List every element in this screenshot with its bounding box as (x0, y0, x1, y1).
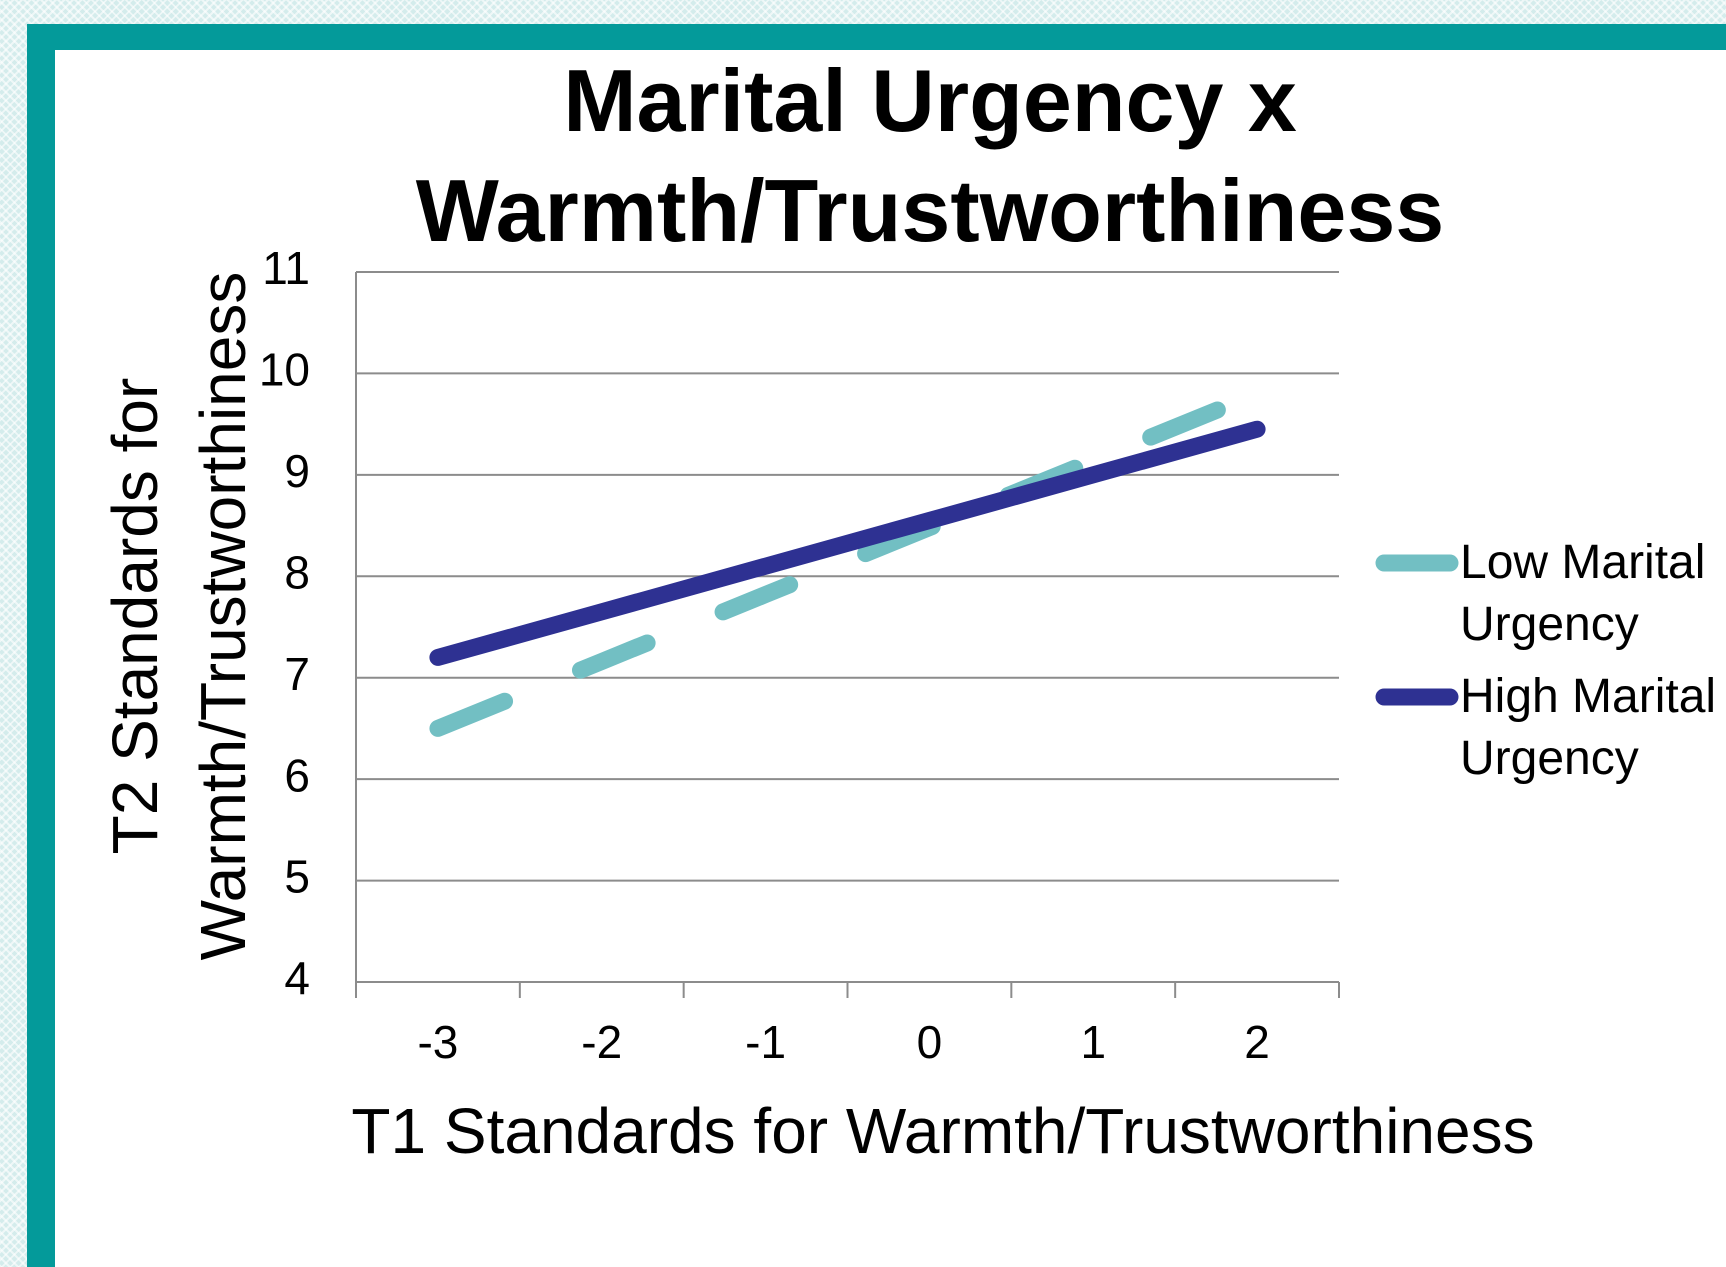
x-tick-label: 2 (1244, 1016, 1270, 1068)
y-tick-label: 5 (284, 851, 310, 903)
y-axis-label: T2 Standards for Warmth/Trustworthiness (99, 272, 259, 961)
x-axis-label: T1 Standards for Warmth/Trustworthiness (351, 1095, 1534, 1167)
y-tick-label: 6 (284, 749, 310, 801)
x-tick-label: 0 (917, 1016, 943, 1068)
x-tick-label: -1 (745, 1016, 786, 1068)
title-line: Warmth/Trustworthiness (416, 161, 1444, 260)
series-line (429, 385, 1266, 737)
y-label-line: T2 Standards for (99, 378, 171, 855)
y-tick-label: 8 (284, 546, 310, 598)
y-tick-label: 4 (284, 952, 310, 1004)
y-tick-label: 7 (284, 648, 310, 700)
series-line (429, 420, 1266, 666)
y-tick-label: 11 (262, 242, 310, 294)
panel (55, 50, 1726, 1267)
x-tick-label: 1 (1080, 1016, 1106, 1068)
chart-title: Marital Urgency x Warmth/Trustworthiness (416, 51, 1444, 260)
title-line: Marital Urgency x (563, 51, 1297, 150)
y-tick-label: 10 (259, 344, 310, 396)
legend-label: Low Marital Urgency (1460, 536, 1706, 651)
x-tick-label: -3 (417, 1016, 458, 1068)
x-tick-label: -2 (581, 1016, 622, 1068)
legend-label: High Marital Urgency (1460, 670, 1717, 785)
y-tick-label: 9 (284, 445, 310, 497)
y-label-line: Warmth/Trustworthiness (187, 272, 259, 961)
